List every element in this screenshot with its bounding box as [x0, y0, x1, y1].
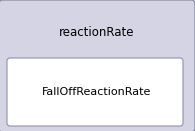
Text: FallOffReactionRate: FallOffReactionRate: [42, 87, 152, 97]
FancyBboxPatch shape: [7, 58, 183, 126]
Text: reactionRate: reactionRate: [59, 26, 135, 40]
